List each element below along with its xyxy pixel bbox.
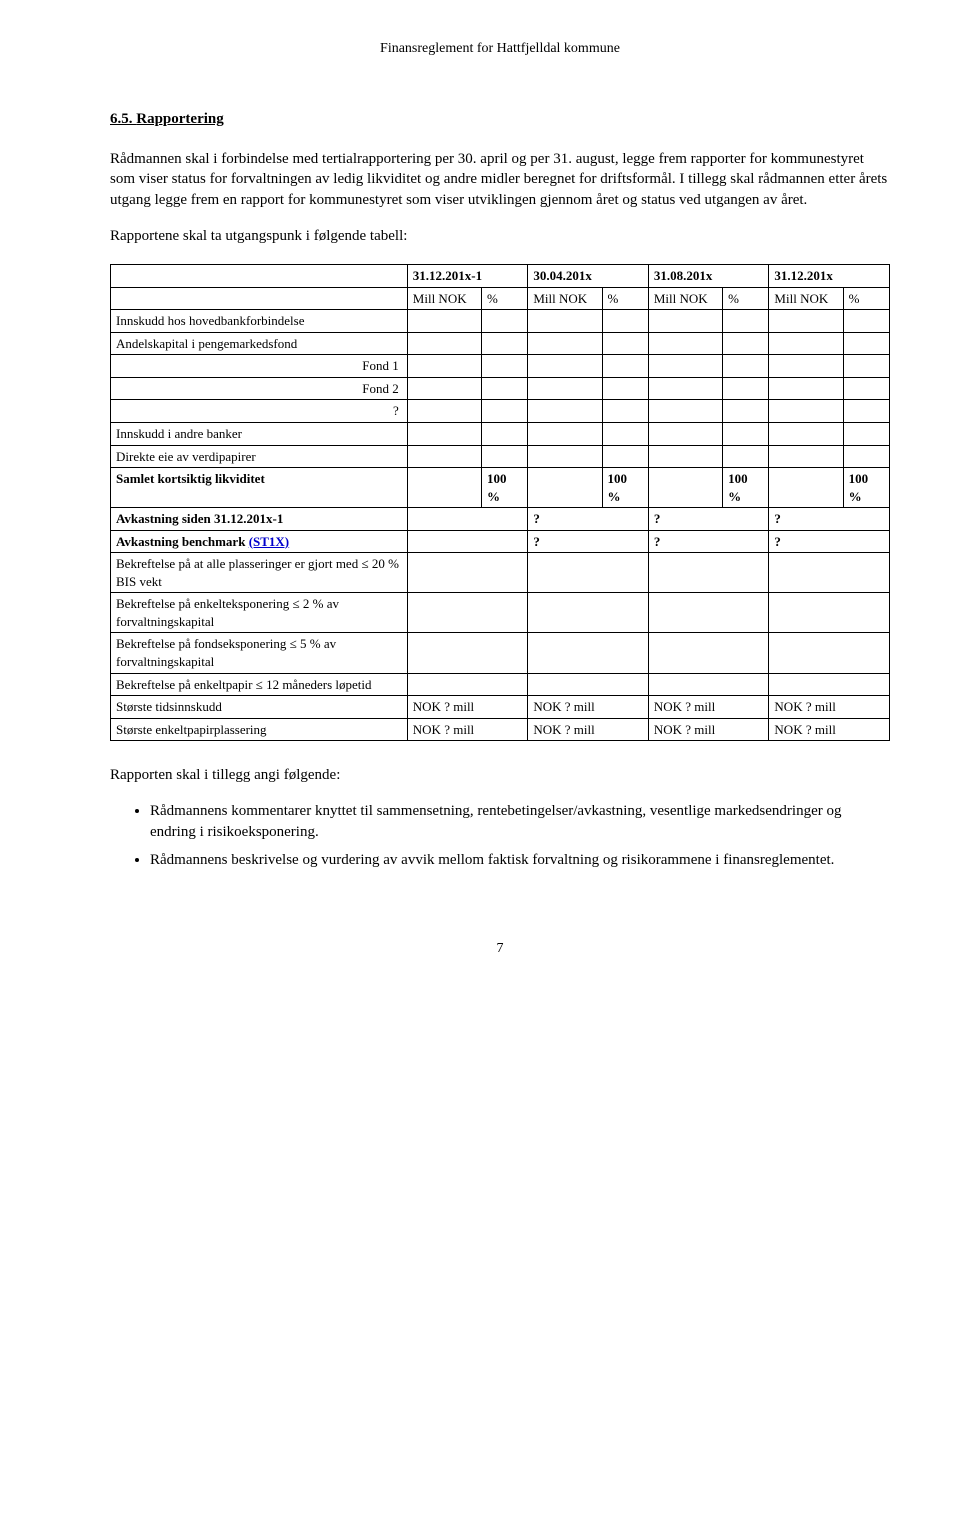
section-number: 6.5. xyxy=(110,111,133,127)
table-row: Andelskapital i pengemarkedsfond xyxy=(111,332,890,355)
table-row: Største enkeltpapirplassering NOK ? mill… xyxy=(111,718,890,741)
table-header-row-2: Mill NOK % Mill NOK % Mill NOK % Mill NO… xyxy=(111,287,890,310)
cell-value: 100 % xyxy=(843,468,889,508)
table-row: Innskudd hos hovedbankforbindelse xyxy=(111,310,890,333)
col-date-4: 31.12.201x xyxy=(769,265,890,288)
subhead-mill: Mill NOK xyxy=(648,287,722,310)
cell-value: 100 % xyxy=(723,468,769,508)
paragraph-3: Rapporten skal i tillegg angi følgende: xyxy=(110,765,890,785)
table-row: Avkastning siden 31.12.201x-1 ? ? ? xyxy=(111,508,890,531)
table-header-row-1: 31.12.201x-1 30.04.201x 31.08.201x 31.12… xyxy=(111,265,890,288)
cell-value: NOK ? mill xyxy=(407,696,528,719)
section-heading: 6.5. Rapportering xyxy=(110,109,890,129)
row-label: Samlet kortsiktig likviditet xyxy=(111,468,408,508)
benchmark-link[interactable]: (ST1X) xyxy=(249,534,289,549)
bullet-list: Rådmannens kommentarer knyttet til samme… xyxy=(110,801,890,870)
row-label: Fond 2 xyxy=(111,377,408,400)
table-row: Bekreftelse på at alle plasseringer er g… xyxy=(111,553,890,593)
list-item: Rådmannens beskrivelse og vurdering av a… xyxy=(150,850,890,870)
cell-value: ? xyxy=(648,508,769,531)
cell-value: 100 % xyxy=(481,468,527,508)
subhead-pct: % xyxy=(481,287,527,310)
row-label: Avkastning benchmark (ST1X) xyxy=(111,530,408,553)
row-label: Innskudd hos hovedbankforbindelse xyxy=(111,310,408,333)
row-label: Bekreftelse på at alle plasseringer er g… xyxy=(111,553,408,593)
page-header: Finansreglement for Hattfjelldal kommune xyxy=(110,40,890,59)
row-label: Andelskapital i pengemarkedsfond xyxy=(111,332,408,355)
row-label: Innskudd i andre banker xyxy=(111,422,408,445)
table-row: Direkte eie av verdipapirer xyxy=(111,445,890,468)
cell-value: NOK ? mill xyxy=(528,718,649,741)
list-item: Rådmannens kommentarer knyttet til samme… xyxy=(150,801,890,842)
paragraph-1: Rådmannen skal i forbindelse med tertial… xyxy=(110,149,890,210)
subhead-pct: % xyxy=(723,287,769,310)
cell-value: ? xyxy=(648,530,769,553)
row-label: Direkte eie av verdipapirer xyxy=(111,445,408,468)
row-label: Største tidsinnskudd xyxy=(111,696,408,719)
col-date-3: 31.08.201x xyxy=(648,265,769,288)
cell-value: 100 % xyxy=(602,468,648,508)
table-row: Fond 2 xyxy=(111,377,890,400)
row-label: Største enkeltpapirplassering xyxy=(111,718,408,741)
row-label: Bekreftelse på fondseksponering ≤ 5 % av… xyxy=(111,633,408,673)
table-row: Bekreftelse på fondseksponering ≤ 5 % av… xyxy=(111,633,890,673)
subhead-pct: % xyxy=(602,287,648,310)
cell-value: NOK ? mill xyxy=(528,696,649,719)
cell-value: NOK ? mill xyxy=(407,718,528,741)
table-row: Bekreftelse på enkelteksponering ≤ 2 % a… xyxy=(111,593,890,633)
page-number: 7 xyxy=(110,940,890,959)
table-row: Største tidsinnskudd NOK ? mill NOK ? mi… xyxy=(111,696,890,719)
table-row: Bekreftelse på enkeltpapir ≤ 12 måneders… xyxy=(111,673,890,696)
table-row: Fond 1 xyxy=(111,355,890,378)
cell-value: NOK ? mill xyxy=(648,696,769,719)
subhead-mill: Mill NOK xyxy=(769,287,843,310)
row-label: Fond 1 xyxy=(111,355,408,378)
row-label: Bekreftelse på enkeltpapir ≤ 12 måneders… xyxy=(111,673,408,696)
subhead-mill: Mill NOK xyxy=(407,287,481,310)
section-title-text: Rapportering xyxy=(136,111,224,127)
row-label: Bekreftelse på enkelteksponering ≤ 2 % a… xyxy=(111,593,408,633)
table-row: Samlet kortsiktig likviditet 100 % 100 %… xyxy=(111,468,890,508)
paragraph-2: Rapportene skal ta utgangspunk i følgend… xyxy=(110,226,890,246)
col-date-2: 30.04.201x xyxy=(528,265,649,288)
cell-value: ? xyxy=(528,530,649,553)
table-row: ? xyxy=(111,400,890,423)
cell-value: ? xyxy=(769,508,890,531)
cell-value: ? xyxy=(769,530,890,553)
cell-value: NOK ? mill xyxy=(769,696,890,719)
subhead-mill: Mill NOK xyxy=(528,287,602,310)
row-label: ? xyxy=(111,400,408,423)
benchmark-label: Avkastning benchmark xyxy=(116,534,249,549)
reporting-table: 31.12.201x-1 30.04.201x 31.08.201x 31.12… xyxy=(110,264,890,741)
cell-value: ? xyxy=(528,508,649,531)
col-date-1: 31.12.201x-1 xyxy=(407,265,528,288)
table-row: Avkastning benchmark (ST1X) ? ? ? xyxy=(111,530,890,553)
table-row: Innskudd i andre banker xyxy=(111,422,890,445)
row-label: Avkastning siden 31.12.201x-1 xyxy=(111,508,408,531)
subhead-pct: % xyxy=(843,287,889,310)
cell-value: NOK ? mill xyxy=(769,718,890,741)
cell-value: NOK ? mill xyxy=(648,718,769,741)
